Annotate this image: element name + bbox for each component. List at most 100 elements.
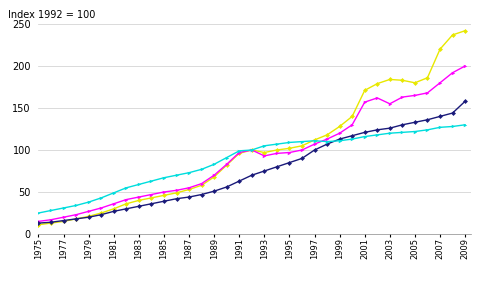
Konsumentprisindex: [211, 163, 216, 166]
Produktionskostnader: [211, 175, 216, 179]
Byggnadsprisindex: [274, 152, 279, 155]
Konsumentprisindex: [461, 123, 467, 127]
Hyror: [236, 179, 241, 183]
Byggnadsprisindex: [336, 131, 342, 135]
Konsumentprisindex: [123, 186, 129, 190]
Konsumentprisindex: [73, 204, 79, 207]
Konsumentprisindex: [311, 139, 317, 142]
Produktionskostnader: [336, 125, 342, 128]
Konsumentprisindex: [36, 211, 41, 215]
Hyror: [248, 173, 254, 177]
Hyror: [186, 195, 192, 199]
Byggnadsprisindex: [373, 96, 379, 100]
Produktionskostnader: [161, 194, 167, 197]
Byggnadsprisindex: [348, 123, 354, 127]
Produktionskostnader: [98, 211, 104, 215]
Konsumentprisindex: [186, 171, 192, 175]
Konsumentprisindex: [274, 142, 279, 146]
Produktionskostnader: [436, 47, 442, 51]
Byggnadsprisindex: [424, 91, 430, 95]
Produktionskostnader: [361, 88, 367, 92]
Legend: Hyror, Byggnadsprisindex, Produktionskostnader, Konsumentprisindex: Hyror, Byggnadsprisindex, Produktionskos…: [68, 297, 441, 300]
Konsumentprisindex: [399, 130, 405, 134]
Hyror: [98, 213, 104, 217]
Produktionskostnader: [136, 199, 142, 202]
Konsumentprisindex: [411, 130, 417, 133]
Byggnadsprisindex: [36, 220, 41, 223]
Produktionskostnader: [274, 148, 279, 152]
Byggnadsprisindex: [449, 71, 455, 74]
Konsumentprisindex: [248, 148, 254, 152]
Hyror: [386, 126, 392, 130]
Konsumentprisindex: [299, 140, 304, 143]
Hyror: [299, 157, 304, 160]
Konsumentprisindex: [261, 144, 267, 148]
Produktionskostnader: [48, 221, 54, 225]
Line: Produktionskostnader: Produktionskostnader: [36, 29, 466, 226]
Konsumentprisindex: [324, 140, 329, 143]
Hyror: [311, 148, 317, 152]
Produktionskostnader: [311, 138, 317, 142]
Konsumentprisindex: [336, 139, 342, 142]
Produktionskostnader: [123, 202, 129, 206]
Byggnadsprisindex: [98, 206, 104, 210]
Line: Konsumentprisindex: Konsumentprisindex: [36, 123, 466, 215]
Byggnadsprisindex: [248, 148, 254, 152]
Produktionskostnader: [324, 133, 329, 137]
Byggnadsprisindex: [211, 173, 216, 177]
Byggnadsprisindex: [48, 218, 54, 221]
Produktionskostnader: [286, 146, 292, 150]
Konsumentprisindex: [361, 135, 367, 138]
Konsumentprisindex: [48, 209, 54, 212]
Hyror: [60, 219, 66, 222]
Konsumentprisindex: [85, 200, 91, 204]
Produktionskostnader: [449, 33, 455, 37]
Hyror: [399, 123, 405, 127]
Byggnadsprisindex: [161, 190, 167, 194]
Byggnadsprisindex: [173, 188, 179, 192]
Produktionskostnader: [299, 144, 304, 148]
Produktionskostnader: [386, 78, 392, 81]
Byggnadsprisindex: [286, 151, 292, 154]
Hyror: [73, 217, 79, 221]
Konsumentprisindex: [373, 133, 379, 137]
Hyror: [274, 165, 279, 169]
Konsumentprisindex: [148, 179, 154, 183]
Hyror: [36, 221, 41, 225]
Produktionskostnader: [198, 184, 204, 187]
Produktionskostnader: [248, 148, 254, 152]
Produktionskostnader: [173, 191, 179, 195]
Byggnadsprisindex: [299, 148, 304, 152]
Hyror: [324, 142, 329, 146]
Byggnadsprisindex: [361, 100, 367, 104]
Hyror: [461, 100, 467, 103]
Byggnadsprisindex: [85, 209, 91, 213]
Byggnadsprisindex: [399, 95, 405, 99]
Byggnadsprisindex: [461, 64, 467, 68]
Byggnadsprisindex: [236, 151, 241, 154]
Konsumentprisindex: [60, 206, 66, 210]
Konsumentprisindex: [286, 141, 292, 144]
Byggnadsprisindex: [198, 182, 204, 185]
Produktionskostnader: [60, 220, 66, 223]
Produktionskostnader: [223, 163, 229, 167]
Hyror: [373, 128, 379, 132]
Konsumentprisindex: [111, 191, 117, 195]
Konsumentprisindex: [223, 156, 229, 159]
Konsumentprisindex: [449, 125, 455, 128]
Hyror: [136, 205, 142, 208]
Produktionskostnader: [424, 76, 430, 80]
Konsumentprisindex: [136, 183, 142, 186]
Produktionskostnader: [373, 82, 379, 85]
Hyror: [223, 185, 229, 189]
Byggnadsprisindex: [186, 186, 192, 190]
Text: Index 1992 = 100: Index 1992 = 100: [8, 10, 96, 20]
Hyror: [211, 189, 216, 193]
Produktionskostnader: [36, 223, 41, 226]
Byggnadsprisindex: [411, 94, 417, 97]
Byggnadsprisindex: [148, 193, 154, 196]
Hyror: [411, 121, 417, 124]
Hyror: [348, 134, 354, 137]
Hyror: [361, 130, 367, 134]
Produktionskostnader: [85, 214, 91, 218]
